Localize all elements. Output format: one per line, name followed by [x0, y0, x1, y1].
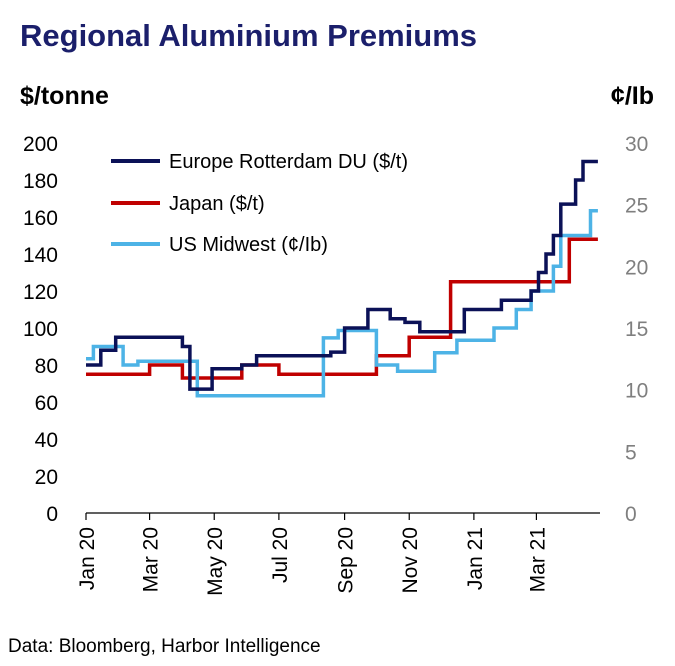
y-right-tick-label: 30 [625, 133, 648, 156]
legend-label-us-midwest: US Midwest (¢/Ib) [169, 234, 328, 256]
y-left-tick-label: 40 [35, 429, 58, 452]
x-tick-label: Nov 20 [399, 527, 422, 594]
legend-label-europe: Europe Rotterdam DU ($/t) [169, 151, 408, 173]
x-tick-label: Jul 20 [269, 527, 292, 583]
y-left-tick-label: 0 [46, 503, 58, 526]
y-left-tick-label: 20 [35, 466, 58, 489]
y-right-tick-label: 25 [625, 195, 648, 218]
x-tick-label: Mar 20 [140, 527, 163, 592]
series-line-europe [86, 159, 598, 391]
legend: Europe Rotterdam DU ($/t) Japan ($/t) US… [102, 146, 408, 256]
right-axis-unit: ¢/Ib [611, 82, 654, 110]
x-tick-label: Sep 20 [335, 527, 358, 594]
y-right-tick-label: 20 [625, 256, 648, 279]
y-right-tick-label: 15 [625, 318, 648, 341]
left-axis-unit: $/tonne [20, 82, 109, 110]
source-note: Data: Bloomberg, Harbor Intelligence [8, 636, 321, 657]
y-left-tick-label: 200 [23, 133, 58, 156]
y-left-tick-label: 100 [23, 318, 58, 341]
y-left-tick-label: 160 [23, 207, 58, 230]
legend-label-japan: Japan ($/t) [169, 193, 265, 215]
series-line-us [86, 209, 598, 398]
axes: 0 20 40 60 80 100 120 140 160 180 200 0 5 10 15 20 25 30 J… [23, 133, 648, 596]
series-line-japan [86, 237, 598, 380]
x-tick-label: Mar 21 [526, 527, 549, 592]
x-tick-label: Jan 20 [76, 527, 99, 590]
y-left-tick-label: 60 [35, 392, 58, 415]
x-tick-label: Jan 21 [464, 527, 487, 590]
chart-title: Regional Aluminium Premiums [20, 18, 477, 53]
x-tick-label: May 20 [204, 527, 227, 596]
y-right-tick-label: 10 [625, 380, 648, 403]
y-left-tick-label: 180 [23, 170, 58, 193]
y-right-tick-label: 0 [625, 503, 637, 526]
series-layer [86, 159, 598, 398]
y-left-tick-label: 80 [35, 355, 58, 378]
y-left-tick-label: 140 [23, 244, 58, 267]
y-right-tick-label: 5 [625, 441, 637, 464]
y-left-tick-label: 120 [23, 281, 58, 304]
